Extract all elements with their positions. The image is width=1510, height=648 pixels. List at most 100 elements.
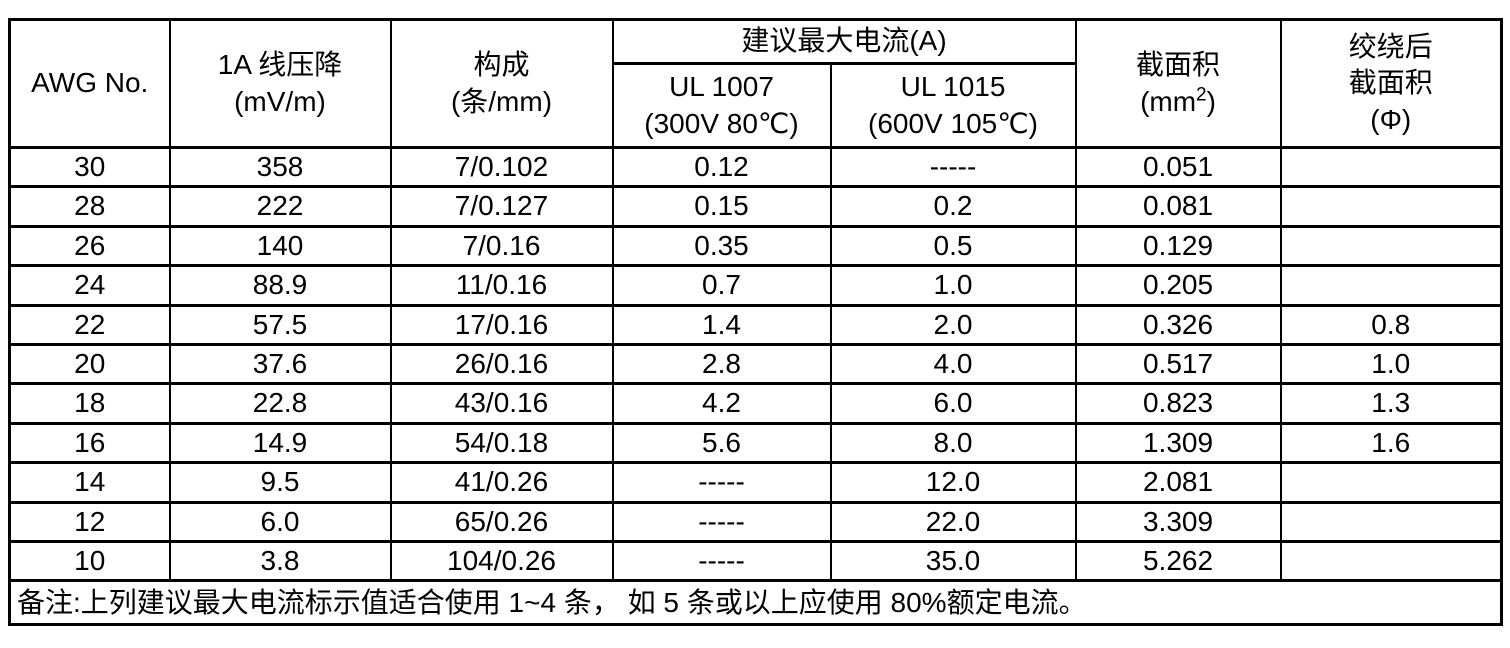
table-row: 26 140 7/0.16 0.35 0.5 0.129	[8, 224, 1503, 268]
table-row: 24 88.9 11/0.16 0.7 1.0 0.205	[8, 264, 1503, 307]
table-cell: 0.2	[829, 185, 1077, 228]
header-twisted-line3: (Φ)	[1370, 103, 1412, 135]
table-cell: 6.0	[168, 500, 392, 543]
table-body: 30 358 7/0.102 0.12 ----- 0.051 28 222 7/0.127 0.…	[8, 145, 1503, 583]
header-construction-line2: (条/mm)	[450, 85, 553, 117]
table-cell: 22.8	[168, 382, 392, 425]
table-cell: 7/0.16	[389, 224, 614, 268]
table-cell: 1.6	[1279, 421, 1503, 465]
table-cell: 37.6	[168, 342, 392, 386]
table-header: AWG No. 1A 线压降 (mV/m) 构成 (条/mm) 建议最大电流(A…	[8, 18, 1503, 149]
table-cell: 9.5	[168, 461, 392, 504]
header-voltage-drop-line1: 1A 线压降	[217, 49, 343, 81]
table-cell: 35.0	[829, 539, 1077, 583]
table-cell: 1.309	[1074, 421, 1282, 465]
header-cross-section-line1: 截面积	[1136, 49, 1221, 81]
table-cell: 1.0	[829, 264, 1077, 307]
header-twisted-line1: 绞绕后	[1348, 30, 1433, 62]
table-row: 20 37.6 26/0.16 2.8 4.0 0.517 1.0	[8, 342, 1503, 386]
table-row: 18 22.8 43/0.16 4.2 6.0 0.823 1.3	[8, 382, 1503, 425]
table-cell	[1279, 500, 1503, 543]
table-cell: 2.081	[1074, 461, 1282, 504]
table-cell: -----	[611, 461, 832, 504]
table-cell: 8.0	[829, 421, 1077, 465]
table-cell: 88.9	[168, 264, 392, 307]
table-cell: 0.12	[611, 145, 832, 189]
table-cell: 0.517	[1074, 342, 1282, 386]
table-cell: 26/0.16	[389, 342, 614, 386]
table-cell: 0.823	[1074, 382, 1282, 425]
header-awg-no: AWG No.	[8, 18, 171, 149]
table-cell: 0.205	[1074, 264, 1282, 307]
table-cell: 0.8	[1279, 303, 1503, 346]
table-cell	[1279, 224, 1503, 268]
header-voltage-drop-line2: (mV/m)	[234, 85, 326, 117]
table-cell: 41/0.26	[389, 461, 614, 504]
table-cell: 1.3	[1279, 382, 1503, 425]
header-row-sub: UL 1007 (300V 80℃) UL 1015 (600V 105℃)	[10, 62, 1502, 149]
table-cell: 16	[8, 421, 171, 465]
table-cell: 22.0	[829, 500, 1077, 543]
table-cell: 5.6	[611, 421, 832, 465]
header-voltage-drop: 1A 线压降 (mV/m)	[168, 18, 392, 149]
header-cross-section: 截面积 (mm2)	[1074, 18, 1282, 149]
table-cell: 22	[8, 303, 171, 346]
table-cell: -----	[829, 145, 1077, 189]
header-max-current-group: 建议最大电流(A)	[611, 18, 1077, 65]
table-cell: -----	[611, 539, 832, 583]
table-cell: 0.081	[1074, 185, 1282, 228]
table-footer: 备注:上列建议最大电流标示值适合使用 1~4 条， 如 5 条或以上应使用 80…	[8, 579, 1503, 627]
wire-spec-table: AWG No. 1A 线压降 (mV/m) 构成 (条/mm) 建议最大电流(A…	[8, 18, 1504, 627]
table-row: 22 57.5 17/0.16 1.4 2.0 0.326 0.8	[8, 303, 1503, 346]
table-cell: 26	[8, 224, 171, 268]
table-cell: 104/0.26	[389, 539, 614, 583]
header-max-current-label: 建议最大电流(A)	[741, 25, 947, 57]
header-row-top: AWG No. 1A 线压降 (mV/m) 构成 (条/mm) 建议最大电流(A…	[8, 18, 1503, 149]
table-cell: 0.5	[829, 224, 1077, 268]
header-twisted-cross-section: 绞绕后 截面积 (Φ)	[1279, 18, 1503, 149]
table-cell: 30	[8, 145, 171, 189]
table-cell: 4.0	[829, 342, 1077, 386]
table-row: 28 222 7/0.127 0.15 0.2 0.081	[8, 185, 1503, 228]
table-cell: 2.0	[829, 303, 1077, 346]
table-cell: 12	[8, 500, 171, 543]
header-ul1007: UL 1007 (300V 80℃)	[611, 62, 832, 149]
table-cell: 65/0.26	[389, 500, 614, 543]
header-cross-section-line2: (mm2)	[1140, 84, 1216, 117]
table-cell: 14	[8, 461, 171, 504]
table-cell: 0.051	[1074, 145, 1282, 189]
header-construction-line1: 构成	[473, 49, 530, 81]
table-cell: 12.0	[829, 461, 1077, 504]
table-cell: 54/0.18	[389, 421, 614, 465]
table-cell: 11/0.16	[389, 264, 614, 307]
header-ul1015-line2: (600V 105℃)	[868, 107, 1038, 139]
note-row: 备注:上列建议最大电流标示值适合使用 1~4 条， 如 5 条或以上应使用 80…	[8, 579, 1503, 627]
table-cell	[1279, 461, 1503, 504]
table-cell: 222	[168, 185, 392, 228]
table-cell	[1279, 145, 1503, 189]
table-cell	[1279, 264, 1503, 307]
table-cell: 3.8	[168, 539, 392, 583]
table-row: 14 9.5 41/0.26 ----- 12.0 2.081	[8, 461, 1503, 504]
table-cell: 18	[8, 382, 171, 425]
cross-section-superscript: 2	[1196, 84, 1207, 106]
table-cell: 7/0.102	[389, 145, 614, 189]
table-cell: 7/0.127	[389, 185, 614, 228]
table-cell: 17/0.16	[389, 303, 614, 346]
table-row: 30 358 7/0.102 0.12 ----- 0.051	[8, 145, 1503, 189]
table-row: 12 6.0 65/0.26 ----- 22.0 3.309	[8, 500, 1503, 543]
header-ul1015: UL 1015 (600V 105℃)	[829, 62, 1077, 149]
table-cell: 0.326	[1074, 303, 1282, 346]
table-cell: 4.2	[611, 382, 832, 425]
table-cell: 5.262	[1074, 539, 1282, 583]
table-cell: 6.0	[829, 382, 1077, 425]
table-cell: 0.129	[1074, 224, 1282, 268]
table-cell: 43/0.16	[389, 382, 614, 425]
table-cell	[1279, 185, 1503, 228]
table-cell: 14.9	[168, 421, 392, 465]
header-ul1007-line2: (300V 80℃)	[644, 107, 799, 139]
table-cell: 10	[8, 539, 171, 583]
note-text: 备注:上列建议最大电流标示值适合使用 1~4 条， 如 5 条或以上应使用 80…	[8, 579, 1503, 627]
table-cell: 28	[8, 185, 171, 228]
header-ul1007-line1: UL 1007	[669, 71, 774, 103]
